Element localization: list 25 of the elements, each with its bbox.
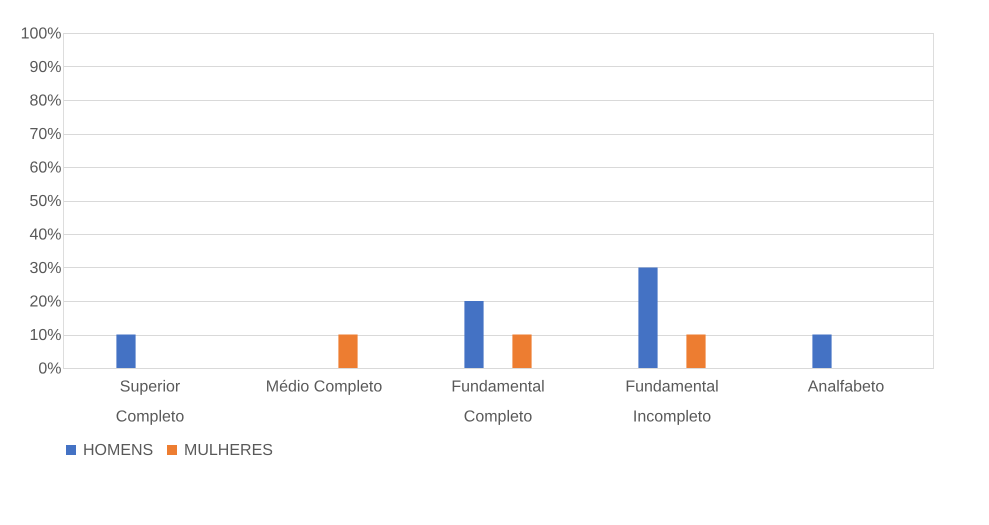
y-tick-label: 100% [20, 26, 62, 42]
y-tick-label: 60% [29, 160, 62, 176]
x-tick-label: Médio Completo [266, 378, 382, 396]
y-tick-label: 50% [29, 193, 62, 210]
x-tick-label: Fundamental Incompleto [625, 378, 719, 426]
y-tick-label: 90% [29, 59, 62, 76]
y-tick-label: 10% [29, 327, 62, 344]
x-tick-label: Analfabeto [808, 378, 884, 396]
y-tick-label: 30% [29, 260, 62, 277]
bar [464, 301, 484, 368]
y-tick-label: 40% [29, 226, 62, 244]
bar [638, 268, 658, 368]
legend-label: MULHERES [184, 442, 273, 459]
y-tick-label: 80% [29, 92, 62, 110]
bar [512, 334, 532, 368]
bar [116, 334, 136, 368]
x-tick-label: Superior Completo [116, 378, 184, 426]
y-tick-label: 70% [29, 126, 62, 143]
x-tick-label: Fundamental Completo [451, 378, 545, 426]
y-tick-label: 20% [29, 294, 62, 310]
bar [812, 334, 832, 368]
y-tick-label: 0% [38, 360, 62, 378]
legend-label: HOMENS [83, 442, 154, 459]
bar [338, 334, 358, 368]
bar [686, 334, 706, 368]
